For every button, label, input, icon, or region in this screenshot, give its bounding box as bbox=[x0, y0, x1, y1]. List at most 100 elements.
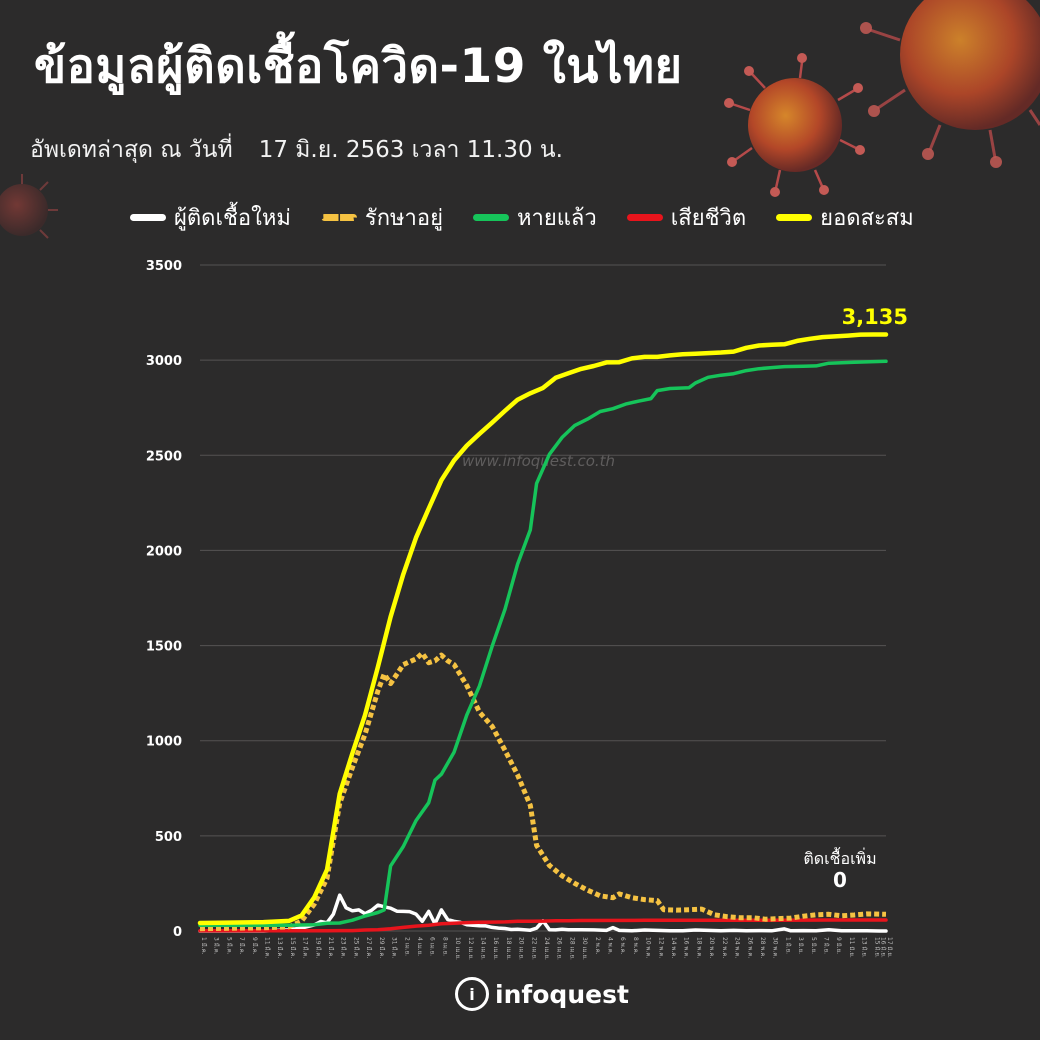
x-tick-label: 17 มี.ค. bbox=[302, 937, 310, 958]
x-tick-label: 30 เม.ย. bbox=[581, 937, 588, 960]
x-tick-label: 3 มิ.ย. bbox=[797, 937, 804, 954]
x-tick-label: 16 มิ.ย. bbox=[880, 937, 887, 958]
virus-decoration bbox=[0, 0, 1040, 239]
virus-large-icon bbox=[860, 0, 1040, 168]
x-tick-label: 9 มิ.ย. bbox=[835, 937, 842, 954]
x-tick-label: 1 มี.ค. bbox=[200, 937, 208, 955]
x-tick-label: 12 พ.ค. bbox=[657, 937, 664, 958]
y-tick-label: 3000 bbox=[146, 354, 182, 369]
legend-recovered: หายแล้ว bbox=[472, 200, 597, 235]
series-deaths-line bbox=[198, 918, 888, 933]
x-tick-label: 5 มี.ค. bbox=[225, 937, 233, 955]
x-tick-label: 2 พ.ค. bbox=[594, 937, 601, 955]
x-tick-label: 18 เม.ย. bbox=[505, 937, 512, 960]
x-tick-label: 8 พ.ค. bbox=[632, 937, 639, 955]
x-tick-label: 26 พ.ค. bbox=[746, 937, 753, 958]
x-tick-label: 14 เม.ย. bbox=[479, 937, 486, 960]
x-tick-label: 20 พ.ค. bbox=[708, 937, 715, 958]
series-new-cases-line bbox=[198, 893, 888, 933]
y-tick-label: 1000 bbox=[146, 735, 182, 750]
x-tick-label: 27 มี.ค. bbox=[365, 937, 373, 958]
x-tick-label: 6 พ.ค. bbox=[619, 937, 626, 955]
y-tick-label: 3500 bbox=[146, 259, 182, 274]
x-tick-label: 29 มี.ค. bbox=[378, 937, 386, 958]
x-tick-label: 22 เม.ย. bbox=[530, 937, 537, 960]
x-tick-label: 18 พ.ค. bbox=[695, 937, 702, 958]
x-tick-label: 24 เม.ย. bbox=[543, 937, 550, 960]
x-tick-label: 13 มี.ค. bbox=[276, 937, 284, 958]
y-tick-label: 1500 bbox=[146, 640, 182, 655]
x-tick-label: 23 มี.ค. bbox=[340, 937, 348, 958]
legend-new-cases: ผู้ติดเชื้อใหม่ bbox=[130, 200, 291, 235]
x-tick-label: 15 มิ.ย. bbox=[873, 937, 880, 958]
x-tick-label: 2 เม.ย. bbox=[403, 937, 410, 956]
virus-small-icon bbox=[0, 174, 58, 239]
x-tick-label: 20 เม.ย. bbox=[518, 937, 525, 960]
x-tick-label: 9 มี.ค. bbox=[251, 937, 259, 955]
total-annotation: 3,135 bbox=[842, 305, 908, 329]
legend-label: ยอดสะสม bbox=[820, 206, 914, 231]
series-active-line bbox=[199, 650, 887, 932]
legend-swatch bbox=[776, 214, 813, 221]
legend-cumulative: ยอดสะสม bbox=[776, 200, 914, 235]
x-tick-label: 31 มี.ค. bbox=[391, 937, 399, 958]
x-tick-label: 11 มิ.ย. bbox=[848, 937, 855, 958]
series-recovered-line bbox=[198, 359, 888, 928]
legend-active: รักษาอยู่ bbox=[320, 200, 443, 235]
x-tick-label: 8 เม.ย. bbox=[441, 937, 448, 956]
legend-swatch bbox=[626, 214, 663, 221]
x-tick-label: 4 เม.ย. bbox=[416, 937, 423, 956]
x-tick-label: 6 เม.ย. bbox=[429, 937, 436, 956]
update-label: อัพเดทล่าสุด ณ วันที่ bbox=[30, 137, 233, 163]
brand-logo: i infoquest bbox=[455, 977, 629, 1011]
x-tick-label: 11 มี.ค. bbox=[264, 937, 272, 958]
x-tick-label: 17 มิ.ย. bbox=[886, 937, 893, 958]
x-tick-label: 10 พ.ค. bbox=[645, 937, 652, 958]
legend-label: หายแล้ว bbox=[516, 206, 597, 231]
x-tick-label: 25 มี.ค. bbox=[352, 937, 360, 958]
update-value: 17 มิ.ย. 2563 เวลา 11.30 น. bbox=[258, 137, 563, 163]
x-tick-label: 4 พ.ค. bbox=[607, 937, 614, 955]
x-tick-label: 14 พ.ค. bbox=[670, 937, 677, 958]
page-title: ข้อมูลผู้ติดเชื้อโควิด-19 ในไทย bbox=[34, 39, 683, 94]
x-tick-label: 28 เม.ย. bbox=[568, 937, 575, 960]
update-info: อัพเดทล่าสุด ณ วันที่ 17 มิ.ย. 2563 เวลา … bbox=[30, 132, 563, 168]
x-tick-label: 28 พ.ค. bbox=[759, 937, 766, 958]
series-cumulative-line bbox=[197, 332, 889, 926]
x-tick-label: 3 มี.ค. bbox=[213, 937, 221, 955]
x-tick-label: 7 มี.ค. bbox=[238, 937, 246, 955]
new-cases-annotation-label: ติดเชื้อเพิ่ม bbox=[803, 847, 876, 868]
y-tick-label: 0 bbox=[173, 925, 182, 940]
virus-medium-icon bbox=[724, 53, 865, 197]
y-tick-label: 2000 bbox=[146, 544, 182, 559]
x-tick-label: 7 มิ.ย. bbox=[822, 937, 829, 954]
x-tick-label: 26 เม.ย. bbox=[556, 937, 563, 960]
legend-swatch bbox=[130, 214, 166, 221]
brand-name: infoquest bbox=[495, 979, 629, 1009]
x-tick-label: 30 พ.ค. bbox=[772, 937, 779, 958]
legend-label: ผู้ติดเชื้อใหม่ bbox=[174, 206, 291, 231]
x-tick-label: 16 พ.ค. bbox=[683, 937, 690, 958]
x-tick-label: 24 พ.ค. bbox=[734, 937, 741, 958]
x-tick-label: 13 มิ.ย. bbox=[861, 937, 868, 958]
watermark: www.infoquest.co.th bbox=[462, 452, 616, 470]
x-tick-label: 5 มิ.ย. bbox=[810, 937, 817, 954]
legend-swatch bbox=[320, 214, 357, 221]
x-tick-label: 10 เม.ย. bbox=[454, 937, 461, 960]
new-cases-annotation-value: 0 bbox=[833, 868, 847, 892]
legend-deaths: เสียชีวิต bbox=[626, 200, 746, 235]
y-tick-label: 500 bbox=[155, 830, 182, 845]
x-tick-label: 21 มี.ค. bbox=[327, 937, 335, 958]
x-tick-label: 15 มี.ค. bbox=[289, 937, 297, 958]
x-tick-label: 16 เม.ย. bbox=[492, 937, 499, 960]
x-tick-label: 19 มี.ค. bbox=[314, 937, 322, 958]
legend-swatch bbox=[472, 214, 509, 221]
y-tick-label: 2500 bbox=[146, 449, 182, 464]
legend-label: รักษาอยู่ bbox=[364, 206, 443, 231]
x-tick-label: 22 พ.ค. bbox=[721, 937, 728, 958]
x-tick-label: 12 เม.ย. bbox=[467, 937, 474, 960]
chart-legend: ผู้ติดเชื้อใหม่ รักษาอยู่ หายแล้ว เสียชี… bbox=[130, 200, 914, 235]
info-icon: i bbox=[455, 977, 489, 1011]
